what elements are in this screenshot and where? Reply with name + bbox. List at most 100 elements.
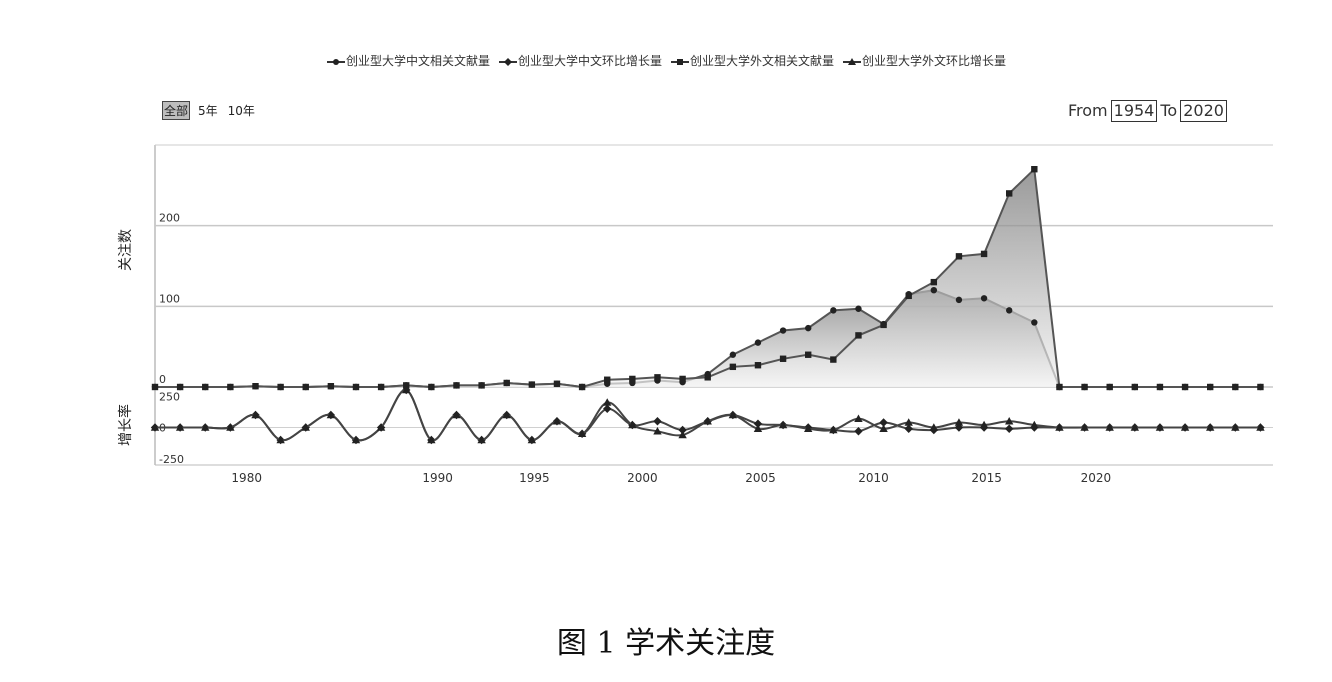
top-point-square (1131, 383, 1139, 391)
bottom-point-diamond (1005, 424, 1014, 433)
top-point-circle (1006, 307, 1013, 314)
legend-label: 创业型大学中文相关文献量 (345, 54, 490, 68)
top-point-square (654, 374, 661, 381)
bottom-point-diamond (753, 419, 763, 428)
top-point-square (202, 383, 209, 391)
top-point-square (478, 382, 485, 389)
top-point-circle (830, 307, 837, 314)
top-point-square (679, 375, 686, 383)
range-button-5y[interactable]: 5年 (198, 104, 218, 118)
bottom-line-diamond (155, 389, 1261, 442)
bottom-point-triangle (427, 435, 436, 444)
top-point-square (779, 355, 787, 362)
top-point-square (1006, 190, 1013, 197)
bottom-point-triangle (829, 425, 838, 434)
top-point-circle (855, 305, 862, 312)
range-button-10y[interactable]: 10年 (227, 104, 255, 118)
top-point-square (905, 292, 912, 300)
bottom-point-triangle (226, 423, 235, 431)
top-point-square (855, 332, 862, 339)
range-button-all[interactable]: 全部 (162, 101, 191, 120)
legend-item-square[interactable]: 创业型大学外文相关文献量 (670, 52, 834, 69)
top-point-square (578, 383, 586, 391)
top-point-square (1232, 383, 1239, 391)
bottom-point-triangle (1155, 423, 1165, 431)
top-point-square (277, 383, 284, 391)
range-selector: 全部 5年 10年 (162, 101, 263, 120)
bottom-point-triangle (678, 430, 687, 439)
legend-marker (503, 57, 512, 66)
top-line-square (155, 167, 1261, 389)
bottom-point-triangle (552, 417, 562, 425)
bottom-point-triangle (402, 385, 411, 394)
bottom-point-triangle (778, 420, 788, 429)
bottom-point-triangle (477, 435, 486, 444)
top-point-square (176, 383, 184, 391)
top-point-square (729, 363, 737, 371)
top-area-square (155, 169, 1261, 387)
top-point-square (704, 374, 711, 381)
top-point-square (227, 383, 234, 391)
top-point-square (955, 253, 963, 260)
legend-marker-diamond-icon (498, 57, 517, 66)
bottom-point-triangle (1030, 420, 1039, 429)
x-tick-label: 2000 (627, 471, 658, 485)
top-y-tick-label: 100 (159, 292, 180, 305)
from-date-input[interactable]: 1954 (1110, 100, 1158, 122)
bottom-line-triangle (155, 389, 1261, 442)
bottom-y-tick-label: 250 (159, 390, 180, 403)
legend-label: 创业型大学外文相关文献量 (690, 54, 835, 68)
x-tick-label: 2010 (858, 471, 889, 485)
top-point-square (377, 383, 385, 391)
bottom-y-tick-label: -250 (159, 453, 184, 466)
top-point-circle (955, 296, 963, 304)
figure-caption: 图 1 学术关注度 (556, 626, 776, 661)
bottom-point-triangle (1231, 423, 1240, 431)
top-point-square (1257, 383, 1264, 391)
legend-marker-triangle-icon (843, 57, 862, 65)
top-point-square (302, 383, 309, 391)
bottom-point-diamond (904, 424, 913, 433)
top-point-square (629, 375, 636, 383)
bottom-point-triangle (854, 414, 863, 422)
top-point-square (151, 383, 159, 391)
top-point-square (403, 382, 410, 389)
x-tick-label: 2015 (971, 471, 1002, 485)
top-point-square (428, 383, 435, 391)
bottom-point-triangle (904, 418, 913, 426)
bottom-point-triangle (201, 423, 210, 431)
bottom-point-triangle (1080, 423, 1089, 431)
legend-marker-square-icon (671, 58, 689, 65)
top-point-square (930, 278, 938, 286)
bottom-point-triangle (703, 417, 712, 425)
top-point-square (1206, 383, 1214, 391)
top-point-square (453, 382, 460, 389)
x-tick-label: 2005 (745, 471, 776, 485)
bottom-point-triangle (502, 410, 511, 419)
date-range: From 1954 To 2020 (1068, 100, 1230, 122)
top-point-circle (980, 295, 988, 302)
top-point-square (1156, 383, 1164, 391)
to-date-input[interactable]: 2020 (1180, 100, 1227, 122)
bottom-point-triangle (753, 424, 763, 432)
legend-item-triangle[interactable]: 创业型大学外文环比增长量 (842, 52, 1006, 69)
top-point-circle (779, 327, 787, 334)
x-tick-label: 1980 (231, 471, 262, 485)
top-point-circle (930, 287, 938, 294)
bottom-point-triangle (150, 423, 160, 431)
bottom-point-diamond (854, 427, 863, 436)
top-point-circle (805, 324, 812, 332)
bottom-point-triangle (326, 410, 336, 419)
legend-marker-circle-icon (326, 58, 345, 65)
top-point-square (1181, 383, 1189, 391)
bottom-point-triangle (628, 420, 637, 429)
top-y-axis-label: 关注数 (118, 229, 134, 271)
legend-item-diamond[interactable]: 创业型大学中文环比增长量 (498, 52, 662, 69)
bottom-point-triangle (351, 435, 361, 444)
bottom-point-diamond (653, 417, 662, 426)
bottom-point-diamond (879, 418, 888, 427)
legend-item-circle[interactable]: 创业型大学中文相关文献量 (326, 52, 490, 69)
bottom-point-triangle (929, 423, 939, 431)
bottom-point-triangle (804, 424, 813, 432)
